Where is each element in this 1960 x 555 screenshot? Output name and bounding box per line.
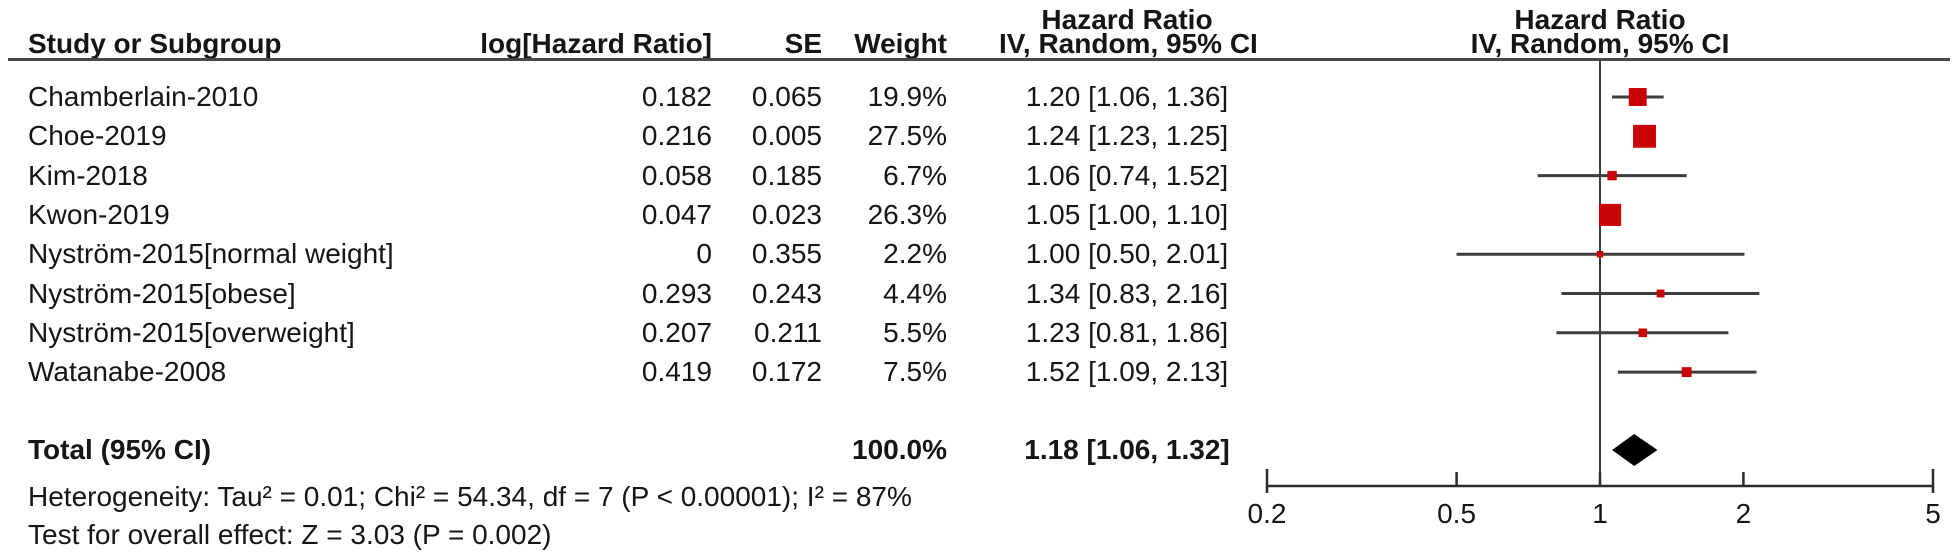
effect-square — [1638, 328, 1648, 338]
ci-value: 1.20 [1.06, 1.36] — [1025, 81, 1229, 112]
log-hr-value: 0 — [696, 238, 712, 270]
log-hr-value: 0.207 — [641, 316, 712, 348]
se-value: 0.243 — [751, 277, 822, 309]
study-name: Nyström-2015[obese] — [28, 277, 296, 309]
study-name: Nyström-2015[normal weight] — [28, 238, 394, 270]
x-axis-tick-label: 0.2 — [1248, 498, 1287, 529]
total-ci-value: 1.18 [1.06, 1.32] — [1024, 434, 1230, 465]
log-hr-value: 0.293 — [641, 277, 712, 309]
x-axis-tick-label: 5 — [1925, 498, 1941, 529]
ci-value: 1.52 [1.09, 2.13] — [1025, 356, 1229, 388]
study-row: Nyström-2015[obese] 0.293 0.243 4.4% 1.34 [0… — [0, 277, 1240, 311]
study-row: Chamberlain-2010 0.182 0.065 19.9% 1.20 [1.0… — [0, 80, 1240, 114]
weight-column-header: Weight — [854, 28, 947, 59]
se-column-header: SE — [784, 28, 822, 59]
study-row: Kwon-2019 0.047 0.023 26.3% 1.05 [1.00, 1.10… — [0, 198, 1240, 232]
study-name: Kwon-2019 — [28, 198, 170, 230]
total-weight: 100.0% — [852, 434, 947, 465]
study-row: Watanabe-2008 0.419 0.172 7.5% 1.52 [1.09, 2… — [0, 355, 1240, 389]
ci-value: 1.24 [1.23, 1.25] — [1025, 120, 1229, 152]
log-hr-value: 0.419 — [641, 356, 712, 388]
heterogeneity-footnote: Heterogeneity: Tau² = 0.01; Chi² = 54.34… — [28, 481, 912, 512]
study-name: Kim-2018 — [28, 159, 148, 191]
log-hr-value: 0.216 — [641, 120, 712, 152]
x-axis-tick-label: 2 — [1736, 498, 1752, 529]
ci-value: 1.05 [1.00, 1.10] — [1025, 198, 1229, 230]
effect-square — [1596, 250, 1604, 258]
effect-square — [1633, 124, 1656, 148]
study-name: Chamberlain-2010 — [28, 81, 259, 112]
total-diamond — [1612, 434, 1658, 466]
study-column-header: Study or Subgroup — [28, 28, 282, 59]
ci-value: 1.34 [0.83, 2.16] — [1025, 277, 1229, 309]
weight-value: 6.7% — [883, 159, 947, 191]
x-axis-tick-label: 1 — [1592, 498, 1608, 529]
total-row: Total (95% CI) 100.0% 1.18 [1.06, 1.32] — [0, 433, 1240, 467]
weight-value: 26.3% — [867, 198, 947, 230]
weight-value: 4.4% — [883, 277, 947, 309]
effect-square — [1628, 88, 1647, 106]
effect-column-header-title: Hazard Ratio — [1041, 4, 1213, 35]
se-value: 0.172 — [751, 356, 822, 388]
effect-square — [1656, 289, 1665, 298]
x-axis-tick-label: 0.5 — [1437, 498, 1476, 529]
log-hr-value: 0.047 — [641, 198, 712, 230]
total-label: Total (95% CI) — [28, 434, 212, 465]
plot-header-method: IV, Random, 95% CI — [1470, 28, 1730, 59]
study-name: Choe-2019 — [28, 120, 167, 152]
study-name: Nyström-2015[overweight] — [28, 316, 355, 348]
ci-value: 1.23 [0.81, 1.86] — [1025, 316, 1229, 348]
study-row: Kim-2018 0.058 0.185 6.7% 1.06 [0.74, 1.52] — [0, 159, 1240, 193]
se-value: 0.005 — [751, 120, 822, 152]
se-value: 0.211 — [754, 316, 822, 348]
log-hr-value: 0.182 — [641, 81, 712, 112]
se-value: 0.355 — [751, 238, 822, 270]
study-row: Nyström-2015[normal weight] 0 0.355 2.2% 1.0… — [0, 237, 1240, 271]
forest-plot-canvas: 0.2 0.5 1 2 5 — [1248, 61, 1941, 529]
se-value: 0.185 — [751, 159, 822, 191]
overall-effect-footnote: Test for overall effect: Z = 3.03 (P = 0… — [28, 519, 552, 550]
se-value: 0.065 — [751, 81, 822, 112]
study-name: Watanabe-2008 — [28, 356, 227, 388]
effect-square — [1681, 367, 1692, 378]
weight-value: 27.5% — [867, 120, 947, 152]
ci-value: 1.00 [0.50, 2.01] — [1025, 238, 1229, 270]
effect-square — [1607, 170, 1617, 181]
weight-value: 2.2% — [883, 238, 947, 270]
loghr-column-header: log[Hazard Ratio] — [480, 28, 712, 59]
log-hr-value: 0.058 — [641, 159, 712, 191]
weight-value: 19.9% — [867, 81, 947, 112]
study-row: Nyström-2015[overweight] 0.207 0.211 5.5% 1.… — [0, 316, 1240, 350]
effect-square — [1599, 203, 1622, 226]
ci-value: 1.06 [0.74, 1.52] — [1025, 159, 1229, 191]
se-value: 0.023 — [751, 198, 822, 230]
plot-header-title: Hazard Ratio — [1514, 4, 1686, 35]
header-rule — [8, 58, 1950, 61]
weight-value: 5.5% — [883, 316, 947, 348]
effect-column-header-method: IV, Random, 95% CI — [999, 28, 1258, 59]
study-row: Choe-2019 0.216 0.005 27.5% 1.24 [1.23, 1.25… — [0, 119, 1240, 153]
weight-value: 7.5% — [883, 356, 947, 388]
